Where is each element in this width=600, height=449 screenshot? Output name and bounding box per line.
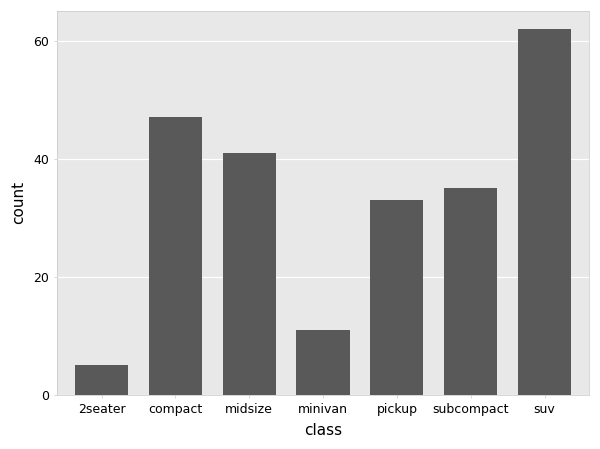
X-axis label: class: class bbox=[304, 423, 342, 438]
Bar bbox=[444, 188, 497, 395]
Bar bbox=[149, 117, 202, 395]
Bar bbox=[75, 365, 128, 395]
Bar bbox=[370, 200, 424, 395]
Bar bbox=[296, 330, 350, 395]
Bar bbox=[223, 153, 276, 395]
Y-axis label: count: count bbox=[11, 181, 26, 224]
Bar bbox=[518, 29, 571, 395]
